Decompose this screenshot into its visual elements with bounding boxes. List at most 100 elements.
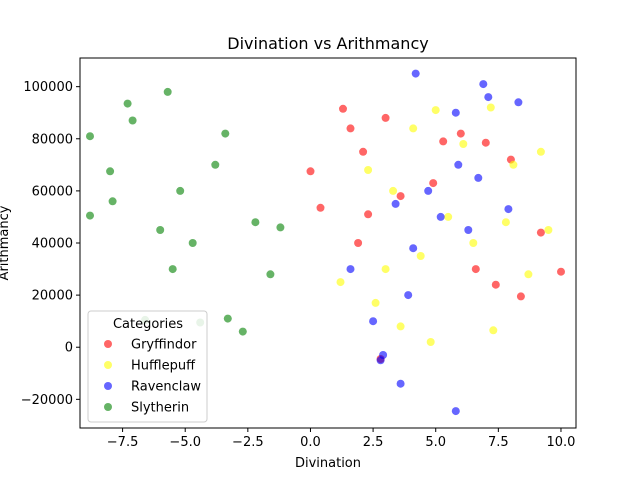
point-gryffindor-14: [316, 203, 325, 212]
x-tick-label-7: 10.0: [546, 435, 575, 450]
point-ravenclaw-1: [479, 80, 488, 89]
point-slytherin-17: [211, 160, 220, 169]
point-hufflepuff-1: [364, 166, 373, 174]
point-hufflepuff-12: [396, 322, 405, 331]
legend-title: Categories: [113, 317, 183, 332]
legend-box: [87, 310, 208, 423]
point-gryffindor-15: [364, 210, 373, 219]
x-axis-label: Divination: [295, 456, 361, 471]
point-ravenclaw-13: [454, 160, 463, 169]
legend-marker-ravenclaw: [104, 382, 112, 390]
point-ravenclaw-19: [404, 291, 413, 300]
point-slytherin-5: [106, 167, 115, 176]
point-hufflepuff-19: [416, 252, 425, 260]
point-gryffindor-8: [536, 228, 545, 237]
x-tick-label-3: 0.0: [300, 435, 321, 450]
legend-items: Gryffindor Hufflepuff Ravenclaw Slytherin: [104, 338, 201, 416]
y-tick-label-0: −20000: [21, 393, 73, 408]
point-ravenclaw-3: [451, 108, 460, 117]
point-ravenclaw-18: [474, 173, 483, 182]
point-hufflepuff-8: [536, 147, 545, 156]
legend-label-slytherin: Slytherin: [131, 401, 189, 416]
point-slytherin-13: [108, 197, 117, 206]
legend-label-ravenclaw: Ravenclaw: [131, 380, 201, 395]
point-ravenclaw-7: [396, 379, 405, 388]
x-tick-label-5: 5.0: [425, 435, 446, 450]
point-slytherin-2: [128, 116, 137, 125]
point-hufflepuff-4: [431, 106, 440, 115]
point-ravenclaw-16: [391, 199, 400, 208]
point-hufflepuff-0: [336, 278, 345, 287]
point-hufflepuff-9: [544, 226, 553, 234]
point-gryffindor-9: [557, 267, 565, 276]
point-hufflepuff-17: [389, 186, 398, 195]
y-tick-label-4: 60000: [32, 184, 73, 199]
point-slytherin-16: [156, 226, 165, 234]
point-slytherin-9: [223, 314, 232, 323]
x-tick-label-2: −2.5: [232, 435, 264, 450]
point-ravenclaw-12: [424, 186, 433, 195]
legend-marker-gryffindor: [104, 340, 112, 348]
point-gryffindor-16: [396, 192, 405, 201]
y-axis-label: Arithmancy: [0, 205, 12, 280]
point-hufflepuff-6: [486, 103, 495, 112]
x-tick-label-1: −5.0: [169, 435, 201, 450]
point-gryffindor-13: [306, 167, 315, 176]
point-slytherin-3: [163, 87, 172, 96]
legend: Categories Gryffindor Hufflepuff Ravenclaw…: [87, 310, 208, 423]
point-hufflepuff-2: [381, 265, 390, 274]
legend-label-hufflepuff: Hufflepuff: [131, 359, 196, 374]
point-gryffindor-0: [339, 104, 347, 113]
point-slytherin-14: [176, 186, 185, 195]
point-gryffindor-2: [359, 147, 368, 156]
point-slytherin-18: [251, 218, 260, 227]
point-ravenclaw-8: [451, 407, 460, 416]
data-points: [86, 69, 565, 416]
point-gryffindor-19: [354, 239, 363, 247]
chart-title: Divination vs Arithmancy: [227, 34, 428, 53]
point-slytherin-0: [86, 132, 94, 141]
point-hufflepuff-18: [501, 218, 510, 227]
x-tick-label-0: −7.5: [107, 435, 139, 450]
point-gryffindor-3: [381, 113, 390, 122]
point-slytherin-12: [86, 211, 94, 220]
y-axis-ticks: −20000 0 20000 40000 60000 80000 100000: [21, 80, 80, 408]
point-ravenclaw-15: [409, 244, 418, 253]
point-hufflepuff-11: [489, 326, 498, 335]
y-tick-label-2: 20000: [32, 289, 73, 304]
point-gryffindor-6: [481, 138, 490, 147]
legend-marker-slytherin: [104, 403, 112, 411]
y-tick-label-6: 100000: [23, 80, 73, 95]
point-hufflepuff-16: [469, 239, 478, 247]
point-slytherin-6: [238, 327, 247, 336]
point-hufflepuff-7: [509, 160, 518, 169]
point-ravenclaw-9: [504, 205, 513, 214]
point-gryffindor-10: [516, 292, 525, 301]
point-ravenclaw-11: [369, 317, 378, 326]
point-ravenclaw-6: [376, 356, 385, 365]
point-ravenclaw-14: [464, 226, 473, 234]
x-tick-label-6: 7.5: [488, 435, 509, 450]
y-tick-label-1: 0: [65, 341, 73, 356]
point-hufflepuff-3: [409, 124, 418, 133]
point-hufflepuff-5: [459, 140, 468, 148]
x-tick-label-4: 2.5: [363, 435, 384, 450]
legend-label-gryffindor: Gryffindor: [131, 338, 197, 353]
point-ravenclaw-2: [484, 93, 493, 102]
point-ravenclaw-10: [346, 265, 355, 274]
point-gryffindor-4: [439, 137, 448, 146]
point-gryffindor-18: [471, 265, 480, 274]
point-ravenclaw-4: [514, 98, 523, 107]
y-tick-label-5: 80000: [32, 132, 73, 147]
point-gryffindor-17: [429, 179, 438, 188]
point-slytherin-15: [188, 239, 197, 247]
point-slytherin-1: [123, 99, 132, 108]
point-ravenclaw-17: [436, 212, 445, 221]
y-tick-label-3: 40000: [32, 237, 73, 252]
point-hufflepuff-14: [371, 298, 380, 307]
point-slytherin-7: [266, 270, 275, 279]
point-slytherin-4: [221, 129, 230, 138]
legend-marker-hufflepuff: [104, 361, 112, 369]
point-gryffindor-11: [491, 280, 500, 289]
